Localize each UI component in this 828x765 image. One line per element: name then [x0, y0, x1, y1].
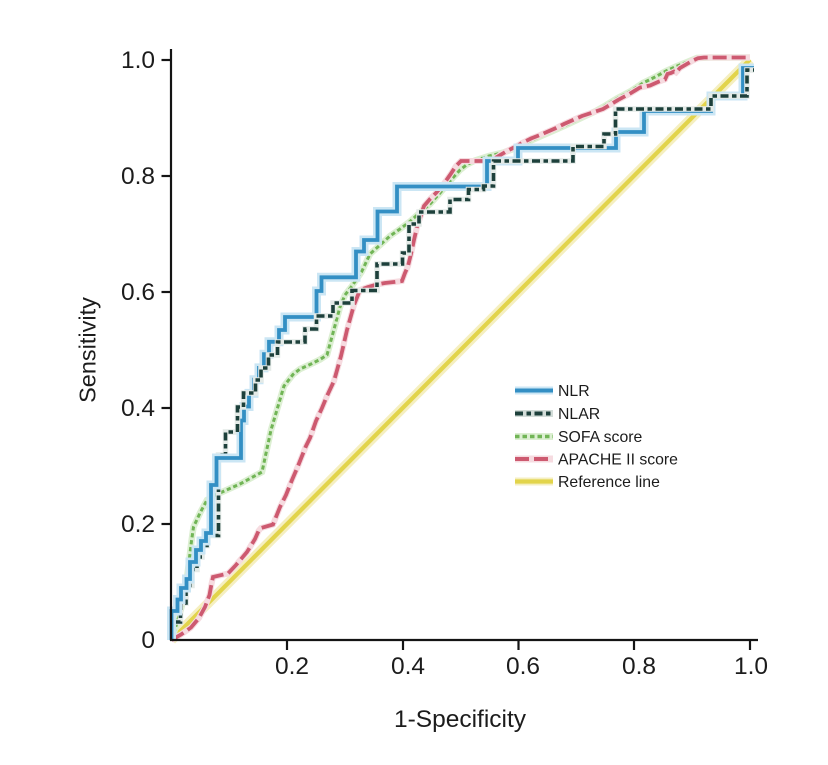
svg-text:0.2: 0.2 [121, 511, 155, 538]
svg-text:0.8: 0.8 [622, 653, 656, 680]
svg-text:0.4: 0.4 [391, 653, 425, 680]
svg-text:0.2: 0.2 [275, 653, 309, 680]
svg-text:0: 0 [141, 627, 155, 654]
svg-text:1-Specificity: 1-Specificity [394, 706, 527, 733]
svg-text:SOFA score: SOFA score [558, 429, 642, 446]
svg-text:NLAR: NLAR [558, 406, 600, 423]
svg-text:0.8: 0.8 [121, 163, 155, 190]
svg-text:1.0: 1.0 [734, 653, 768, 680]
svg-text:1.0: 1.0 [121, 47, 155, 74]
svg-text:APACHE II score: APACHE II score [558, 452, 678, 469]
svg-text:0.6: 0.6 [506, 653, 540, 680]
svg-text:Sensitivity: Sensitivity [75, 297, 101, 403]
svg-text:Reference line: Reference line [558, 474, 660, 491]
svg-text:0.4: 0.4 [121, 395, 155, 422]
svg-text:0.6: 0.6 [121, 279, 155, 306]
svg-text:NLR: NLR [558, 383, 590, 400]
